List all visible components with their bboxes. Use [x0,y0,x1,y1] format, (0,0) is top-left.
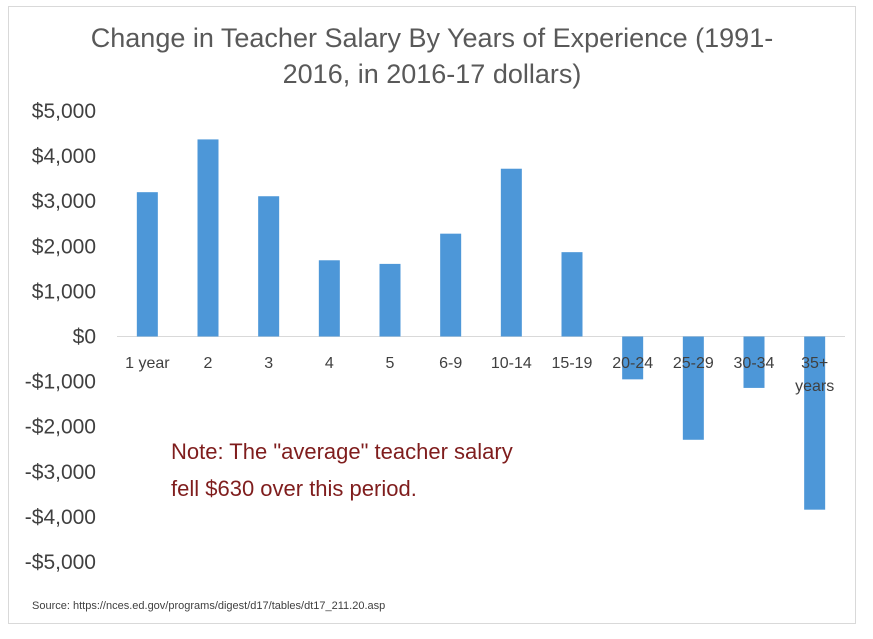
bar [500,168,522,337]
bar-series [136,139,826,510]
category-label: 5 [386,355,395,372]
y-tick-label: $4,000 [32,145,96,168]
y-tick-label: $1,000 [32,280,96,303]
bar [743,336,765,388]
bar [804,336,826,510]
y-tick-label: $5,000 [32,100,96,123]
category-labels: 1 year 2 3 4 5 6-9 10-14 15-19 20-24 25-29 30-34 35… [125,355,834,395]
source-note: Source: https://nces.ed.gov/programs/dig… [32,600,385,612]
bar [258,196,280,337]
y-tick-label: -$1,000 [25,371,96,394]
chart-title-line-2: 2016, in 2016-17 dollars) [283,59,582,89]
bar [561,252,583,337]
category-label: 1 year [125,355,170,372]
y-axis-tick-labels: $5,000 $4,000 $3,000 $2,000 $1,000 $0 -$1,000 -… [25,100,96,574]
note-annotation: Note: The "average" teacher salary fell … [171,439,513,501]
bar [318,260,340,337]
y-tick-label: $0 [73,326,96,349]
category-label: 4 [325,355,334,372]
category-label: 25-29 [673,355,714,372]
y-tick-label: -$2,000 [25,416,96,439]
category-label: 2 [204,355,213,372]
bar [440,233,462,337]
bar [622,336,644,380]
category-label: 6-9 [439,355,462,372]
chart-title-line-1: Change in Teacher Salary By Years of Exp… [91,23,773,53]
category-label: 30-34 [734,355,775,372]
category-label: 20-24 [612,355,653,372]
y-tick-label: $3,000 [32,190,96,213]
bar [136,192,158,337]
y-tick-label: -$4,000 [25,506,96,529]
bar [682,336,704,440]
chart-title: Change in Teacher Salary By Years of Exp… [91,23,773,89]
bar [379,263,401,337]
y-tick-label: $2,000 [32,235,96,258]
category-label: 15-19 [552,355,593,372]
bar [197,139,219,337]
note-line-1: Note: The "average" teacher salary [171,439,513,464]
note-line-2: fell $630 over this period. [171,476,417,501]
category-label: 10-14 [491,355,532,372]
y-tick-label: -$5,000 [25,551,96,574]
category-label: 35+ years [795,355,834,395]
category-label: 3 [264,355,273,372]
y-tick-label: -$3,000 [25,461,96,484]
